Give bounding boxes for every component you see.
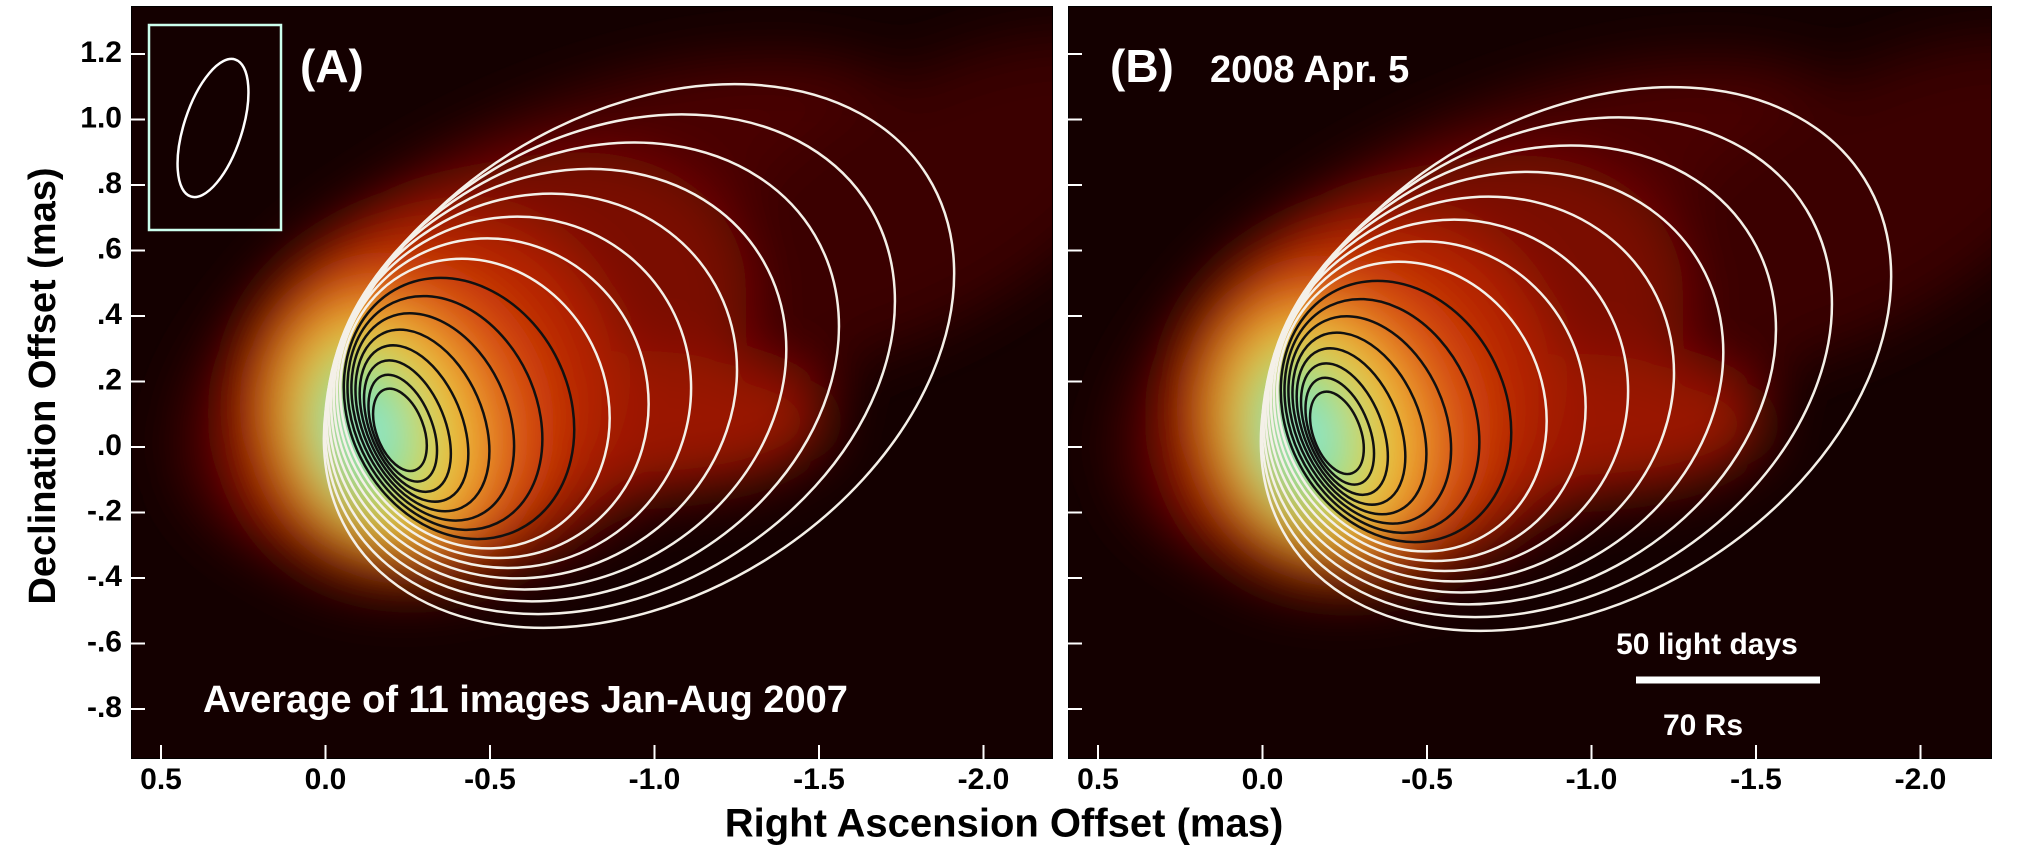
contour xyxy=(335,237,650,560)
contour xyxy=(338,257,611,550)
x-tick-label: 0.5 xyxy=(140,763,182,796)
panel xyxy=(1068,6,1992,759)
y-tick-label: .6 xyxy=(97,232,122,265)
contour xyxy=(350,312,516,522)
contour xyxy=(346,294,544,532)
contour xyxy=(342,276,576,541)
contour xyxy=(1308,390,1366,476)
contour xyxy=(329,192,739,580)
contour xyxy=(327,167,788,591)
panel-label: (B) xyxy=(1110,40,1174,92)
date-label: 2008 Apr. 5 xyxy=(1210,49,1409,91)
panel-label: (A) xyxy=(300,40,364,92)
y-tick-label: -.8 xyxy=(87,691,122,724)
caption: Average of 11 images Jan-Aug 2007 xyxy=(203,679,848,721)
x-tick-label: -0.5 xyxy=(464,763,516,796)
contour xyxy=(358,344,470,503)
contour xyxy=(1275,260,1548,553)
contour xyxy=(322,82,956,630)
contour xyxy=(362,359,453,494)
contour xyxy=(332,215,693,570)
scale-label: 70 Rs xyxy=(1663,709,1743,742)
contour xyxy=(367,373,439,483)
x-tick-label: -1.5 xyxy=(1730,763,1782,796)
y-tick-label: 1.0 xyxy=(80,101,122,134)
contour xyxy=(323,113,897,616)
emission xyxy=(1632,37,1992,371)
contour xyxy=(1283,297,1481,535)
contour xyxy=(325,141,841,603)
contour xyxy=(371,387,429,473)
y-tick-label: -.4 xyxy=(87,560,122,593)
contour xyxy=(1272,240,1587,563)
x-tick-label: -1.5 xyxy=(793,763,845,796)
x-tick-label: -1.0 xyxy=(1566,763,1618,796)
contour xyxy=(1259,85,1893,633)
x-axis-title: Right Ascension Offset (mas) xyxy=(725,802,1284,846)
contour xyxy=(1264,170,1725,594)
x-tick-label: -1.0 xyxy=(629,763,681,796)
contour xyxy=(1295,347,1407,506)
x-tick-label: 0.0 xyxy=(1242,763,1284,796)
x-tick-label: 0.0 xyxy=(305,763,347,796)
contour xyxy=(1291,331,1428,516)
contour xyxy=(1287,315,1453,525)
contour xyxy=(1304,376,1376,486)
beam xyxy=(176,57,250,199)
emission xyxy=(695,34,1053,368)
y-tick-label: -.2 xyxy=(87,494,122,527)
y-axis-title: Declination Offset (mas) xyxy=(22,167,64,604)
panel xyxy=(131,6,1053,759)
contour xyxy=(1266,195,1676,583)
contour xyxy=(1279,279,1513,544)
x-tick-label: -2.0 xyxy=(958,763,1010,796)
contour xyxy=(1269,218,1630,573)
contour xyxy=(354,328,491,513)
y-tick-label: .0 xyxy=(97,429,122,462)
y-tick-label: .4 xyxy=(97,298,122,331)
y-tick-label: .2 xyxy=(97,363,122,396)
y-tick-label: 1.2 xyxy=(80,36,122,69)
scale-label: 50 light days xyxy=(1616,628,1798,661)
y-tick-label: .8 xyxy=(97,167,122,200)
contour xyxy=(1260,116,1834,619)
x-tick-label: -0.5 xyxy=(1401,763,1453,796)
contour xyxy=(1262,144,1778,606)
y-tick-label: -.6 xyxy=(87,625,122,658)
x-tick-label: -2.0 xyxy=(1895,763,1947,796)
x-tick-label: 0.5 xyxy=(1077,763,1119,796)
beam-box xyxy=(147,23,283,232)
contour xyxy=(1299,362,1390,497)
